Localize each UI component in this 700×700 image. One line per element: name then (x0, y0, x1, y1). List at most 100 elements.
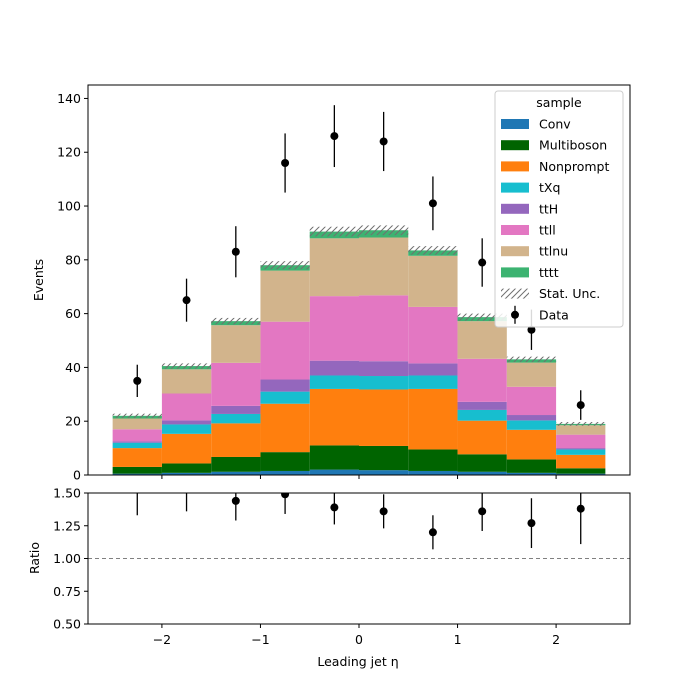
bar-ttlnu (161, 369, 212, 394)
bar-nonprompt (556, 454, 606, 469)
y-tick-label: 0 (73, 468, 81, 483)
bar-multiboson (408, 449, 458, 471)
x-axis-label: Leading jet η (317, 654, 398, 669)
data-point (133, 376, 142, 385)
bar-conv (457, 471, 507, 475)
ratio-point (330, 503, 339, 512)
y-tick-label: 120 (57, 145, 81, 160)
bar-multiboson (309, 445, 359, 470)
legend-label: Data (539, 307, 569, 322)
bar-conv (260, 470, 310, 475)
bar-conv (556, 473, 606, 475)
ratio-y-tick-label: 0.50 (53, 617, 81, 632)
bar-ttll (260, 321, 310, 380)
legend-swatch (501, 161, 529, 172)
bar-ttll (408, 306, 458, 364)
stat-unc-bar (359, 225, 409, 236)
main-y-axis-label: Events (31, 259, 46, 301)
ratio-point (576, 504, 585, 513)
stat-unc-bar (556, 422, 606, 426)
legend-label: tXq (539, 180, 560, 195)
ratio-point (231, 496, 240, 505)
bar-ttlnu (211, 325, 261, 363)
bar-ttlnu (556, 425, 606, 435)
y-tick-label: 40 (65, 360, 81, 375)
bar-nonprompt (408, 388, 458, 450)
bar-ttll (161, 393, 212, 421)
ratio-y-axis-label: Ratio (27, 542, 42, 574)
bar-txq (506, 420, 557, 430)
ratio-point (183, 481, 191, 489)
bar-ttll (112, 429, 162, 442)
bar-ttlnu (408, 255, 458, 307)
legend-label: Conv (539, 117, 571, 132)
data-point (281, 159, 290, 167)
legend-swatch (501, 225, 529, 235)
stat-unc-bar (408, 246, 458, 255)
x-tick-label: −1 (251, 632, 269, 647)
bar-multiboson (260, 452, 310, 471)
data-point (379, 137, 388, 146)
y-tick-label: 20 (65, 414, 81, 429)
bar-txq (211, 413, 261, 424)
bar-conv (211, 471, 261, 475)
x-tick-label: 1 (454, 632, 462, 647)
ratio-y-tick-label: 1.00 (53, 551, 81, 566)
bar-ttll (457, 358, 507, 402)
stat-unc-bar (457, 313, 507, 321)
legend-label: Nonprompt (539, 159, 609, 174)
data-point (231, 247, 240, 256)
bar-ttlnu (112, 418, 162, 430)
bar-tth (457, 401, 507, 410)
series-conv (112, 469, 606, 475)
bar-tth (408, 363, 458, 376)
data-point (527, 325, 536, 334)
bar-txq (408, 375, 458, 389)
stacked-bars (112, 230, 606, 475)
series-nonprompt (112, 388, 606, 469)
y-tick-label: 80 (65, 252, 81, 267)
main-panel: 0 20 40 60 80 100 120 140 (57, 84, 631, 483)
bar-ttlnu (359, 237, 409, 296)
x-tick-label: −2 (153, 632, 171, 647)
bar-multiboson (457, 454, 507, 472)
bar-txq (161, 424, 212, 434)
data-point (330, 132, 339, 141)
series-tth (112, 360, 606, 450)
legend-swatch (501, 203, 529, 214)
data-point (182, 296, 191, 305)
stat-unc-bar (112, 413, 162, 418)
series-multiboson (112, 445, 606, 474)
series-txq (112, 375, 606, 455)
stat-unc-bar (260, 261, 310, 270)
ratio-point (379, 507, 388, 516)
legend-swatch (501, 267, 529, 278)
bar-txq (112, 442, 162, 449)
bar-multiboson (161, 463, 212, 473)
bar-multiboson (506, 459, 557, 473)
bar-conv (506, 472, 557, 475)
legend: sample Conv Multiboson Nonprompt tXq ttH ttll t… (494, 90, 624, 328)
ratio-points (133, 479, 585, 550)
bar-ttll (359, 295, 409, 362)
bar-ttlnu (506, 362, 557, 387)
bar-ttlnu (260, 270, 310, 322)
bar-tth (506, 415, 557, 421)
stat-unc-bar (211, 317, 261, 325)
bar-txq (457, 409, 507, 421)
legend-swatch (511, 310, 519, 319)
bar-txq (359, 376, 409, 390)
bar-txq (260, 391, 310, 404)
bar-ttll (309, 296, 359, 361)
ratio-point (133, 479, 141, 487)
bar-nonprompt (359, 389, 409, 446)
data-point (576, 401, 585, 410)
x-tick-label: 2 (552, 632, 560, 647)
bar-ttll (506, 386, 557, 416)
bar-conv (112, 473, 162, 475)
ratio-y-tick-label: 0.75 (53, 584, 81, 599)
bar-tth (260, 379, 310, 392)
legend-label: ttH (539, 201, 558, 216)
y-tick-label: 100 (57, 199, 81, 214)
